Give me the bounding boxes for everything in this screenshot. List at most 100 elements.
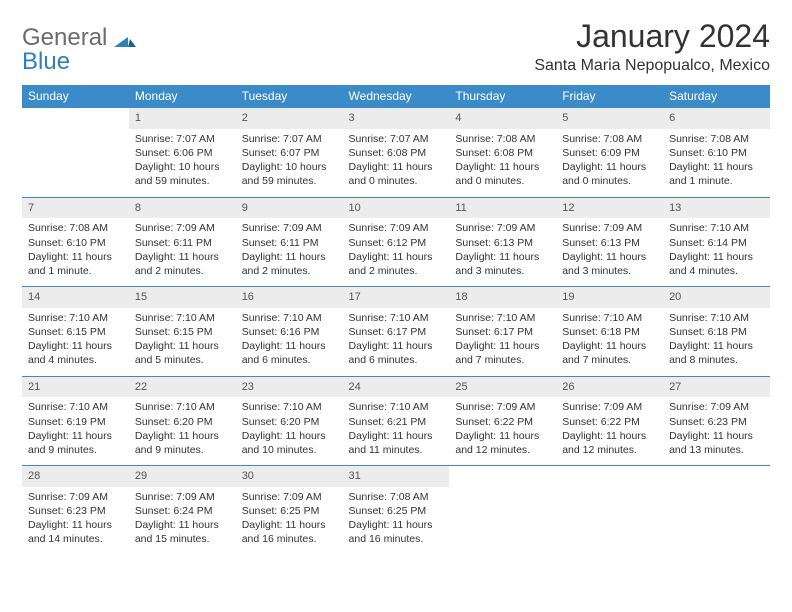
sunrise-text: Sunrise: 7:09 AM (669, 400, 764, 414)
daylight-text: Daylight: 11 hours and 8 minutes. (669, 339, 764, 367)
daylight-text: Daylight: 11 hours and 9 minutes. (28, 429, 123, 457)
day-number: 12 (556, 197, 663, 219)
day-number: 21 (22, 376, 129, 398)
daylight-text: Daylight: 11 hours and 2 minutes. (349, 250, 444, 278)
sunset-text: Sunset: 6:09 PM (562, 146, 657, 160)
calendar-cell (556, 465, 663, 555)
sunrise-text: Sunrise: 7:10 AM (349, 311, 444, 325)
weekday-header: Friday (556, 85, 663, 107)
daylight-text: Daylight: 11 hours and 3 minutes. (455, 250, 550, 278)
calendar-cell: 15Sunrise: 7:10 AMSunset: 6:15 PMDayligh… (129, 286, 236, 376)
day-number (663, 465, 770, 483)
day-details: Sunrise: 7:08 AMSunset: 6:10 PMDaylight:… (663, 129, 770, 197)
sunrise-text: Sunrise: 7:09 AM (242, 221, 337, 235)
calendar-cell: 10Sunrise: 7:09 AMSunset: 6:12 PMDayligh… (343, 197, 450, 287)
page-title: January 2024 (534, 18, 770, 55)
day-number: 31 (343, 465, 450, 487)
daylight-text: Daylight: 11 hours and 15 minutes. (135, 518, 230, 546)
daylight-text: Daylight: 11 hours and 5 minutes. (135, 339, 230, 367)
calendar-cell (449, 465, 556, 555)
calendar-cell: 24Sunrise: 7:10 AMSunset: 6:21 PMDayligh… (343, 376, 450, 466)
title-block: January 2024 Santa Maria Nepopualco, Mex… (534, 18, 770, 75)
day-number: 14 (22, 286, 129, 308)
sunset-text: Sunset: 6:18 PM (562, 325, 657, 339)
header: General Blue January 2024 Santa Maria Ne… (22, 18, 770, 75)
day-details: Sunrise: 7:10 AMSunset: 6:14 PMDaylight:… (663, 218, 770, 286)
day-number: 3 (343, 107, 450, 129)
day-details: Sunrise: 7:10 AMSunset: 6:16 PMDaylight:… (236, 308, 343, 376)
sunrise-text: Sunrise: 7:10 AM (135, 311, 230, 325)
day-number: 17 (343, 286, 450, 308)
calendar-cell: 3Sunrise: 7:07 AMSunset: 6:08 PMDaylight… (343, 107, 450, 197)
sunrise-text: Sunrise: 7:09 AM (562, 400, 657, 414)
calendar-cell: 29Sunrise: 7:09 AMSunset: 6:24 PMDayligh… (129, 465, 236, 555)
calendar-cell (663, 465, 770, 555)
calendar-cell: 16Sunrise: 7:10 AMSunset: 6:16 PMDayligh… (236, 286, 343, 376)
day-number: 16 (236, 286, 343, 308)
daylight-text: Daylight: 11 hours and 0 minutes. (349, 160, 444, 188)
day-details: Sunrise: 7:09 AMSunset: 6:22 PMDaylight:… (556, 397, 663, 465)
daylight-text: Daylight: 11 hours and 16 minutes. (349, 518, 444, 546)
day-number: 19 (556, 286, 663, 308)
sunrise-text: Sunrise: 7:09 AM (135, 490, 230, 504)
day-details: Sunrise: 7:07 AMSunset: 6:06 PMDaylight:… (129, 129, 236, 197)
day-number: 6 (663, 107, 770, 129)
sunrise-text: Sunrise: 7:08 AM (455, 132, 550, 146)
day-details: Sunrise: 7:07 AMSunset: 6:07 PMDaylight:… (236, 129, 343, 197)
calendar-cell: 28Sunrise: 7:09 AMSunset: 6:23 PMDayligh… (22, 465, 129, 555)
sunrise-text: Sunrise: 7:09 AM (562, 221, 657, 235)
sunset-text: Sunset: 6:10 PM (28, 236, 123, 250)
day-number: 29 (129, 465, 236, 487)
sunset-text: Sunset: 6:11 PM (135, 236, 230, 250)
sunrise-text: Sunrise: 7:07 AM (135, 132, 230, 146)
daylight-text: Daylight: 11 hours and 1 minute. (669, 160, 764, 188)
calendar-row: 1Sunrise: 7:07 AMSunset: 6:06 PMDaylight… (22, 107, 770, 197)
calendar-cell: 27Sunrise: 7:09 AMSunset: 6:23 PMDayligh… (663, 376, 770, 466)
calendar-cell: 22Sunrise: 7:10 AMSunset: 6:20 PMDayligh… (129, 376, 236, 466)
calendar-cell: 26Sunrise: 7:09 AMSunset: 6:22 PMDayligh… (556, 376, 663, 466)
sunrise-text: Sunrise: 7:08 AM (28, 221, 123, 235)
sunset-text: Sunset: 6:17 PM (455, 325, 550, 339)
calendar-row: 21Sunrise: 7:10 AMSunset: 6:19 PMDayligh… (22, 376, 770, 466)
day-number: 1 (129, 107, 236, 129)
day-details: Sunrise: 7:10 AMSunset: 6:18 PMDaylight:… (663, 308, 770, 376)
day-number: 15 (129, 286, 236, 308)
day-details: Sunrise: 7:09 AMSunset: 6:11 PMDaylight:… (236, 218, 343, 286)
sunrise-text: Sunrise: 7:10 AM (242, 311, 337, 325)
calendar-row: 7Sunrise: 7:08 AMSunset: 6:10 PMDaylight… (22, 197, 770, 287)
daylight-text: Daylight: 11 hours and 3 minutes. (562, 250, 657, 278)
calendar-cell: 30Sunrise: 7:09 AMSunset: 6:25 PMDayligh… (236, 465, 343, 555)
sunset-text: Sunset: 6:20 PM (242, 415, 337, 429)
sunrise-text: Sunrise: 7:09 AM (135, 221, 230, 235)
weekday-header: Wednesday (343, 85, 450, 107)
daylight-text: Daylight: 11 hours and 6 minutes. (242, 339, 337, 367)
calendar-cell: 17Sunrise: 7:10 AMSunset: 6:17 PMDayligh… (343, 286, 450, 376)
calendar-cell: 18Sunrise: 7:10 AMSunset: 6:17 PMDayligh… (449, 286, 556, 376)
day-details: Sunrise: 7:09 AMSunset: 6:25 PMDaylight:… (236, 487, 343, 555)
day-details: Sunrise: 7:10 AMSunset: 6:20 PMDaylight:… (236, 397, 343, 465)
calendar-row: 14Sunrise: 7:10 AMSunset: 6:15 PMDayligh… (22, 286, 770, 376)
daylight-text: Daylight: 11 hours and 2 minutes. (242, 250, 337, 278)
daylight-text: Daylight: 11 hours and 0 minutes. (455, 160, 550, 188)
weekday-header: Monday (129, 85, 236, 107)
day-details: Sunrise: 7:10 AMSunset: 6:17 PMDaylight:… (343, 308, 450, 376)
day-details: Sunrise: 7:10 AMSunset: 6:18 PMDaylight:… (556, 308, 663, 376)
daylight-text: Daylight: 11 hours and 12 minutes. (562, 429, 657, 457)
day-details: Sunrise: 7:10 AMSunset: 6:15 PMDaylight:… (129, 308, 236, 376)
location: Santa Maria Nepopualco, Mexico (534, 57, 770, 75)
sunset-text: Sunset: 6:13 PM (562, 236, 657, 250)
sunrise-text: Sunrise: 7:10 AM (242, 400, 337, 414)
sunrise-text: Sunrise: 7:09 AM (28, 490, 123, 504)
sunset-text: Sunset: 6:15 PM (28, 325, 123, 339)
calendar-cell: 12Sunrise: 7:09 AMSunset: 6:13 PMDayligh… (556, 197, 663, 287)
day-details: Sunrise: 7:08 AMSunset: 6:08 PMDaylight:… (449, 129, 556, 197)
day-number (449, 465, 556, 483)
daylight-text: Daylight: 11 hours and 2 minutes. (135, 250, 230, 278)
calendar-cell: 2Sunrise: 7:07 AMSunset: 6:07 PMDaylight… (236, 107, 343, 197)
sunrise-text: Sunrise: 7:09 AM (455, 400, 550, 414)
weekday-header: Sunday (22, 85, 129, 107)
day-details: Sunrise: 7:08 AMSunset: 6:09 PMDaylight:… (556, 129, 663, 197)
day-number: 27 (663, 376, 770, 398)
calendar-cell: 11Sunrise: 7:09 AMSunset: 6:13 PMDayligh… (449, 197, 556, 287)
day-details: Sunrise: 7:09 AMSunset: 6:13 PMDaylight:… (556, 218, 663, 286)
